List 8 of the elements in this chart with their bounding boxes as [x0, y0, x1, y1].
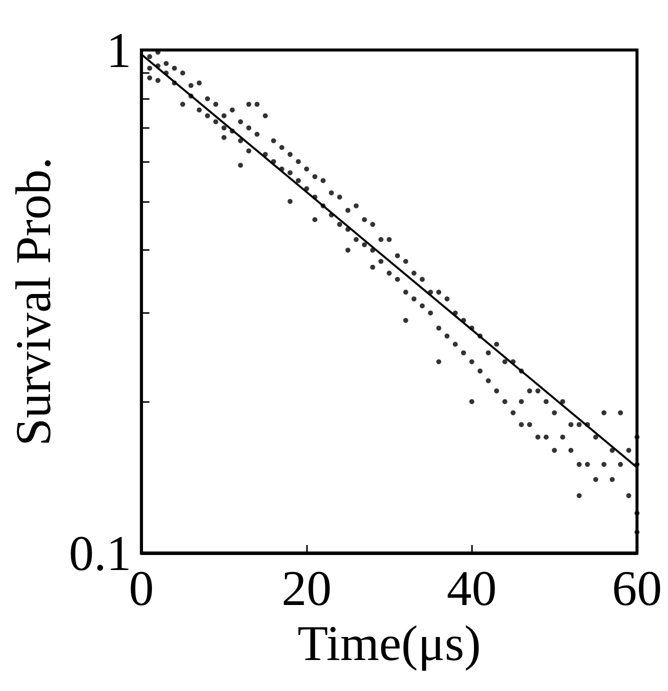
- x-tick-label: 60: [612, 560, 662, 616]
- x-tick-label: 0: [128, 560, 154, 616]
- x-tick-label: 40: [446, 560, 497, 616]
- y-tick-label: 1: [106, 22, 132, 78]
- y-tick-label: 0.1: [68, 525, 132, 581]
- y-axis-title: Survival Prob.: [5, 157, 61, 446]
- x-tick-label: 20: [282, 560, 332, 616]
- x-axis-title: Time(μs): [298, 614, 481, 671]
